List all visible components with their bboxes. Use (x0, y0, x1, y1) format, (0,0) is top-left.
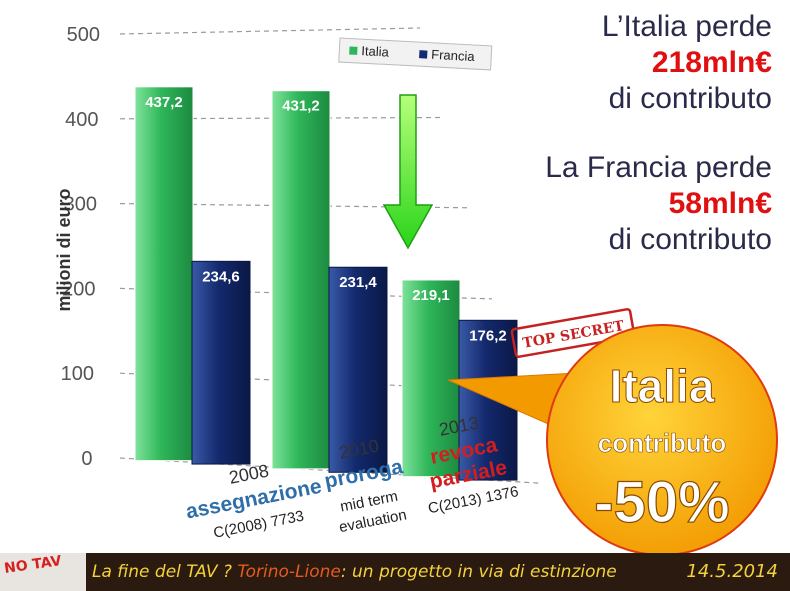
footer-banner: NO TAV La fine del TAV ? Torino-Lione: u… (0, 553, 790, 591)
y-tick-label: 400 (65, 109, 98, 131)
data-label-francia-0: 234,6 (202, 268, 240, 285)
data-label-italia-1: 431,2 (282, 98, 320, 115)
data-label-italia-0: 437,2 (145, 94, 183, 111)
bubble-value: -50% (594, 470, 729, 535)
no-tav-logo: NO TAV (0, 553, 86, 591)
bar-francia-0 (191, 260, 251, 465)
italia-annotation: L’Italia perde 218mln€ di contributo (602, 12, 772, 114)
data-labels: 437,2 431,2 219,1 234,6 231,4 176,2 (145, 94, 507, 344)
bubble-subtitle: contributo (598, 428, 727, 458)
y-tick-label: 200 (62, 278, 95, 300)
bar-francia-1 (328, 266, 388, 473)
francia-annotation: La Francia perde 58mln€ di contributo (545, 153, 772, 255)
bubble-title: Italia (610, 360, 715, 412)
francia-loss-suffix: di contributo (608, 223, 772, 256)
data-label-italia-2: 219,1 (412, 287, 450, 304)
francia-loss-heading: La Francia perde (545, 151, 772, 184)
bar-italia-2 (401, 279, 461, 478)
data-label-francia-1: 231,4 (339, 274, 377, 291)
y-tick-label: 300 (64, 194, 97, 216)
footer-title-accent: Torino-Lione (237, 562, 341, 582)
bar-italia-0 (134, 86, 194, 462)
francia-loss-amount: 58mln€ (668, 187, 772, 220)
data-label-francia-2: 176,2 (469, 327, 507, 344)
legend-label-francia: Francia (431, 47, 476, 64)
category-2013: 2013 revoca parziale C(2013) 1376 (427, 412, 520, 517)
legend: Italia Francia (338, 37, 493, 71)
footer-title-part1: La fine del TAV ? (92, 562, 232, 582)
category-year-2008: 2008 (227, 460, 270, 487)
legend-swatch-italia (349, 46, 358, 55)
legend-swatch-francia (419, 50, 428, 59)
footer-title: La fine del TAV ? Torino-Lione: un proge… (92, 562, 617, 582)
logo-text: NO TAV (3, 553, 63, 577)
y-axis-label: milioni di euro (54, 188, 74, 311)
bar-italia-1 (271, 90, 331, 470)
callout-bubble: Italia contributo -50% (447, 324, 778, 556)
footer-title-part2: : un progetto in via di estinzione (340, 562, 617, 582)
y-axis-ticks: 500 400 300 200 100 0 (61, 24, 100, 470)
legend-box (338, 37, 493, 71)
gridline (119, 27, 421, 35)
down-arrow-icon (382, 94, 434, 250)
y-tick-label: 100 (61, 363, 94, 385)
y-tick-label: 500 (67, 24, 100, 46)
y-tick-label: 0 (81, 448, 92, 470)
italia-loss-heading: L’Italia perde (601, 10, 772, 43)
legend-label-italia: Italia (361, 43, 390, 59)
italia-loss-suffix: di contributo (608, 82, 772, 115)
footer-date: 14.5.2014 (686, 561, 778, 582)
italia-loss-amount: 218mln€ (651, 46, 772, 79)
